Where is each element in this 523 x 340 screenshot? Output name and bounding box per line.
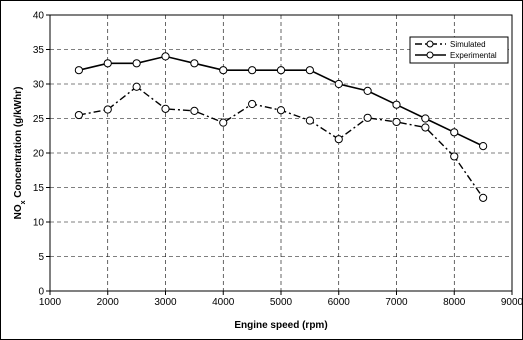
y-tick-label: 5 <box>38 252 44 263</box>
legend-box <box>409 36 509 64</box>
x-tick-label: 2000 <box>97 297 120 308</box>
x-axis-title: Engine speed (rpm) <box>234 320 327 331</box>
legend-label-0: Simulated <box>450 40 486 49</box>
series-0-point <box>305 116 314 125</box>
x-tick-label: 7000 <box>385 297 408 308</box>
x-tick-label: 9000 <box>501 297 523 308</box>
y-axis-title: NOx Concentration (g/kWhr) <box>13 87 27 220</box>
y-tick-label: 20 <box>33 149 45 160</box>
series-1-point <box>363 86 372 96</box>
y-tick-label: 10 <box>33 218 45 229</box>
series-1-point <box>276 66 286 75</box>
series-0-point <box>161 104 170 113</box>
series-1-point <box>305 66 314 75</box>
series-1-point <box>450 128 459 137</box>
series-1-point <box>103 59 112 68</box>
y-tick-label: 30 <box>33 80 45 91</box>
series-1-point <box>392 100 401 109</box>
series-0-point <box>363 113 372 122</box>
series-0-point <box>334 135 343 144</box>
series-0-point <box>190 106 199 116</box>
y-tick-label: 25 <box>33 114 45 125</box>
y-tick-label: 0 <box>38 287 44 298</box>
series-0-point <box>248 99 257 109</box>
x-tick-label: 4000 <box>212 297 235 308</box>
y-tick-label: 40 <box>33 11 45 22</box>
series-0-point <box>276 106 286 115</box>
series-1-point <box>479 142 488 151</box>
series-0-point <box>450 152 459 161</box>
legend-label-1: Experimental <box>450 51 497 60</box>
series-1-point <box>334 79 343 89</box>
series-1-point <box>190 59 199 68</box>
series-1-point <box>248 66 257 75</box>
x-tick-label: 8000 <box>443 297 466 308</box>
y-tick-label: 35 <box>33 45 45 56</box>
series-0-point <box>219 118 228 127</box>
legend-marker-0 <box>426 40 434 48</box>
series-0-point <box>132 82 141 91</box>
series-0-point <box>421 123 430 132</box>
series-0-point <box>479 193 488 202</box>
x-tick-label: 5000 <box>270 297 293 308</box>
series-1-point <box>74 66 83 75</box>
series-1-point <box>132 59 141 68</box>
series-1-point <box>219 66 228 75</box>
series-0-point <box>103 105 112 114</box>
series-1-point <box>161 52 170 61</box>
series-0-point <box>392 117 401 127</box>
x-tick-label: 1000 <box>39 297 62 308</box>
series-0-point <box>74 110 83 120</box>
y-tick-label: 15 <box>33 183 45 194</box>
x-tick-label: 6000 <box>328 297 351 308</box>
legend-marker-1 <box>426 51 434 59</box>
x-tick-label: 3000 <box>154 297 177 308</box>
series-1-point <box>421 114 430 123</box>
